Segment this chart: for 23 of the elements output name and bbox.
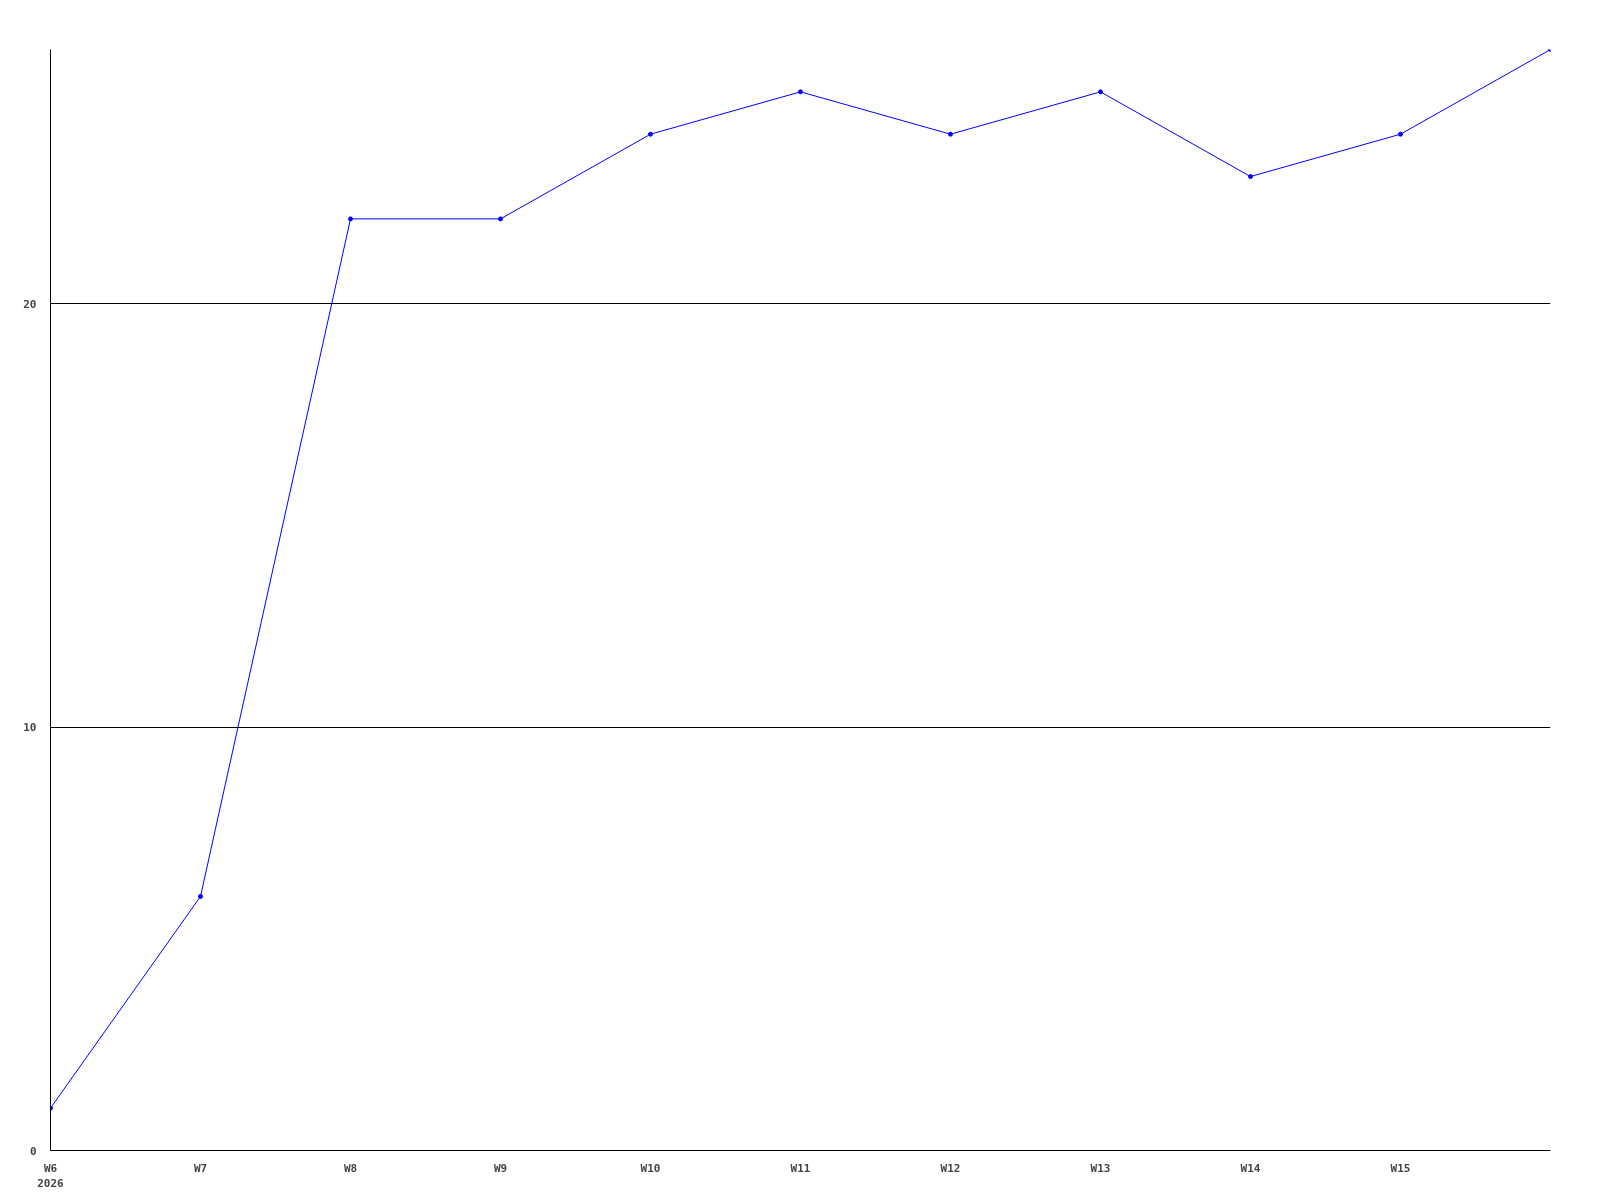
- x-tick-label: W14: [1240, 1161, 1261, 1175]
- point: [1248, 174, 1253, 180]
- text: 2026: [37, 1177, 65, 1191]
- point: [798, 89, 803, 95]
- x-tick-label: W6: [43, 1161, 58, 1175]
- y-tick-label: 20: [23, 297, 37, 311]
- x-tick-label: W12: [940, 1161, 961, 1175]
- x-tick-label: W13: [1090, 1161, 1111, 1175]
- point: [198, 893, 203, 899]
- x-tick-label: W11: [790, 1161, 811, 1175]
- x-tick-label: W7: [193, 1161, 208, 1175]
- point: [648, 131, 653, 137]
- x-tick-label: W10: [640, 1161, 661, 1175]
- y-tick-label: 0: [29, 1144, 37, 1158]
- point: [348, 216, 353, 222]
- point: [498, 216, 503, 222]
- point: [948, 131, 953, 137]
- x-tick-label: W8: [343, 1161, 358, 1175]
- x-tick-label: W15: [1390, 1161, 1411, 1175]
- point: [1098, 89, 1103, 95]
- y-tick-label: 10: [23, 721, 37, 735]
- x-tick-label: W9: [493, 1161, 508, 1175]
- point: [1398, 131, 1403, 137]
